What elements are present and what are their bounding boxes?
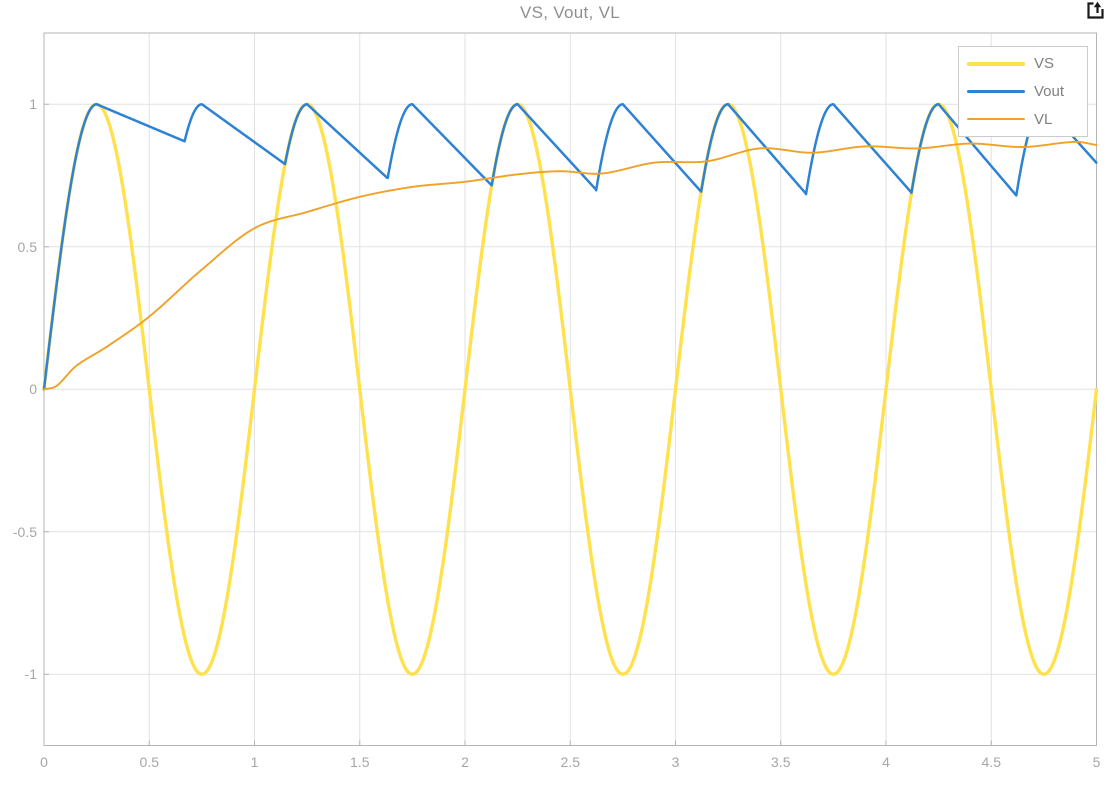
y-tick-label: -1: [24, 666, 37, 683]
legend-label: VL: [1034, 110, 1053, 128]
data-series: [42, 102, 1099, 676]
x-tick-label: 1: [250, 754, 259, 770]
legend-item-Vout[interactable]: Vout: [959, 78, 1087, 105]
y-tick-label: 1: [29, 96, 37, 113]
x-tick-label: 4.5: [981, 754, 1001, 770]
legend-label: VS: [1034, 55, 1055, 73]
x-tick-label: 1.5: [350, 754, 370, 770]
chart-title: VS, Vout, VL: [520, 3, 620, 22]
open-in-new-window-button[interactable]: [1086, 1, 1106, 21]
x-tick-label: 5: [1092, 754, 1101, 770]
x-tick-label: 3.5: [771, 754, 791, 770]
y-tick-label: 0: [29, 381, 37, 398]
x-tick-label: 3: [671, 754, 680, 770]
series-line-VL: [43, 140, 1098, 391]
y-tick-label: -0.5: [12, 523, 37, 540]
legend-line-swatch: [967, 118, 1025, 121]
series-line-Vout: [42, 103, 1098, 391]
x-tick-label: 2: [461, 754, 469, 770]
x-tick-label: 0.5: [139, 754, 159, 770]
legend[interactable]: VS Vout VL: [958, 46, 1088, 137]
y-tick-label: 0.5: [17, 238, 37, 255]
legend-line-swatch: [967, 62, 1025, 66]
x-tick-label: 0: [40, 754, 48, 770]
legend-item-VS[interactable]: VS: [959, 50, 1087, 77]
x-tick-label: 2.5: [560, 754, 580, 770]
legend-line-swatch: [967, 90, 1025, 93]
x-tick-label: 4: [882, 754, 890, 770]
legend-label: Vout: [1034, 82, 1065, 100]
legend-item-VL[interactable]: VL: [959, 106, 1087, 133]
open-in-new-window-icon: [1087, 1, 1104, 19]
